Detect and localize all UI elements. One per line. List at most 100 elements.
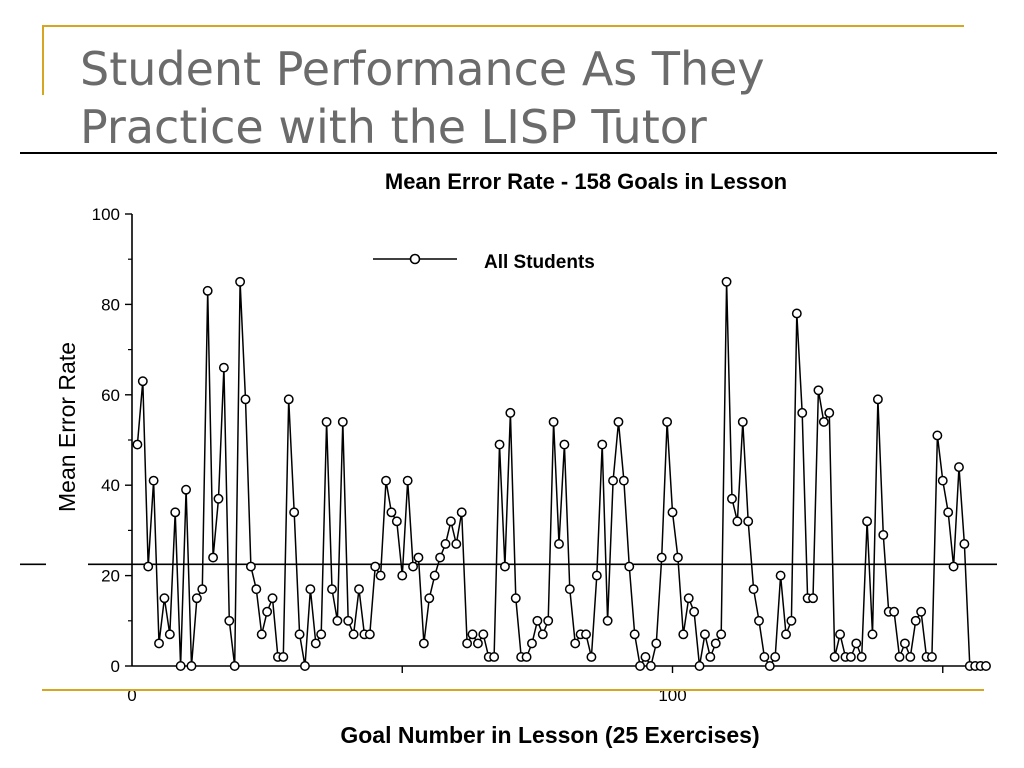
data-point	[332, 615, 343, 626]
data-point	[705, 652, 716, 662]
data-point	[154, 638, 164, 649]
data-point	[845, 652, 856, 662]
y-tick-label: 80	[101, 295, 120, 314]
data-point	[170, 507, 181, 518]
data-point	[764, 661, 775, 671]
reference-line-group	[20, 563, 997, 691]
data-point	[667, 507, 678, 518]
data-point	[300, 661, 310, 671]
data-point	[959, 539, 970, 549]
data-point	[137, 376, 148, 387]
data-point	[770, 652, 781, 662]
x-tick-label: 0	[127, 686, 136, 705]
data-point	[499, 561, 510, 572]
data-point	[197, 584, 208, 595]
data-point	[143, 561, 154, 572]
data-point	[527, 638, 537, 649]
data-point	[629, 629, 640, 640]
data-point	[348, 629, 359, 640]
data-point	[737, 416, 748, 427]
data-point	[218, 362, 229, 373]
data-point	[262, 606, 273, 617]
data-point	[521, 652, 532, 662]
data-point	[759, 652, 770, 662]
data-point	[559, 439, 570, 450]
data-point	[624, 561, 635, 572]
data-point	[889, 606, 900, 617]
data-point	[229, 661, 240, 671]
data-point	[754, 615, 764, 626]
data-point	[916, 606, 927, 617]
y-tick-label: 0	[111, 657, 120, 676]
slide-title-line-1: Student Performance As They	[80, 42, 765, 96]
data-point	[716, 629, 727, 640]
data-point	[851, 638, 862, 649]
x-axis-label: Goal Number in Lesson (25 Exercises)	[340, 722, 759, 748]
data-point	[267, 593, 278, 604]
data-point	[429, 570, 440, 581]
x-tick-label: 100	[658, 686, 686, 705]
data-point	[181, 484, 192, 495]
data-point	[948, 561, 959, 572]
title-accent-bar	[42, 25, 44, 95]
series-group	[132, 276, 991, 671]
data-point	[386, 507, 397, 518]
slide-title: Student Performance As They Practice wit…	[80, 40, 980, 156]
y-tick-label: 100	[92, 205, 120, 224]
data-point	[878, 529, 889, 540]
data-point	[656, 552, 667, 563]
data-point	[662, 416, 673, 427]
data-point	[440, 539, 451, 549]
data-point	[899, 638, 910, 649]
data-point	[721, 276, 732, 287]
y-axis-label: Mean Error Rate	[54, 342, 80, 512]
data-point	[699, 629, 710, 640]
data-point	[208, 552, 219, 563]
data-point	[375, 570, 386, 581]
title-accent-line	[42, 25, 964, 27]
chart-axes: 0 20 40 60 80 100 0 100	[92, 205, 986, 705]
data-point	[445, 516, 456, 527]
data-point	[316, 629, 327, 640]
data-point	[813, 385, 824, 396]
data-point	[808, 593, 818, 604]
data-point	[213, 493, 224, 504]
data-point	[775, 570, 786, 581]
data-point	[683, 593, 694, 604]
data-point	[186, 661, 197, 671]
data-point	[937, 475, 948, 486]
data-point	[651, 638, 662, 649]
data-point	[283, 394, 294, 405]
legend-marker	[409, 253, 421, 265]
data-point	[240, 394, 251, 405]
data-point	[235, 276, 246, 287]
data-point	[462, 638, 473, 649]
y-tick-label: 60	[101, 386, 120, 405]
data-point	[727, 493, 737, 504]
data-point	[159, 593, 170, 604]
y-tick-label: 20	[101, 567, 120, 586]
data-point	[640, 652, 651, 662]
data-point	[251, 584, 262, 595]
data-point	[494, 439, 505, 450]
data-point	[618, 475, 629, 486]
data-point	[672, 552, 683, 563]
data-point	[456, 507, 467, 518]
data-point	[678, 629, 689, 640]
data-point	[305, 584, 316, 595]
data-point	[748, 584, 759, 595]
data-point	[932, 430, 943, 441]
data-point	[224, 615, 235, 626]
data-point	[981, 661, 991, 671]
data-point	[381, 475, 391, 486]
data-point	[148, 475, 159, 486]
data-point	[586, 652, 597, 662]
data-point	[818, 416, 829, 427]
chart-title: Mean Error Rate - 158 Goals in Lesson	[385, 169, 787, 194]
data-point	[943, 507, 954, 518]
data-point	[786, 615, 797, 626]
data-point	[435, 552, 446, 563]
data-point	[862, 516, 873, 527]
data-point	[781, 629, 791, 640]
data-point	[710, 638, 721, 649]
